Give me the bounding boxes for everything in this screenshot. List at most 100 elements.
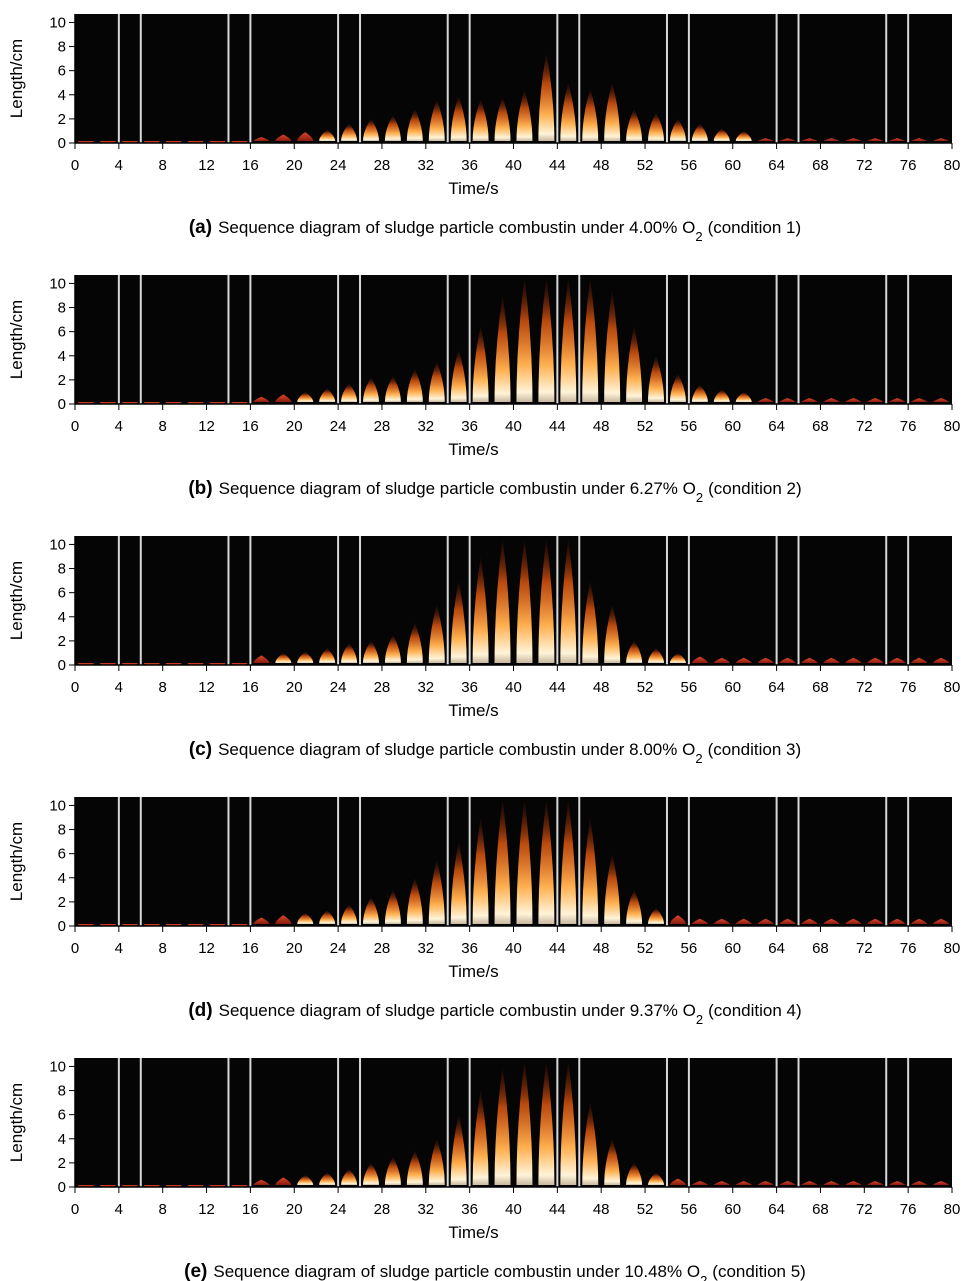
flame — [494, 799, 511, 924]
flame — [691, 918, 708, 924]
flame — [604, 289, 621, 402]
x-tick-label: 4 — [115, 157, 123, 174]
flame — [779, 657, 796, 663]
x-tick-label: 40 — [505, 418, 522, 435]
x-tick-label: 8 — [159, 940, 167, 957]
y-tick-label: 2 — [58, 111, 66, 128]
flame — [428, 361, 445, 402]
flame — [384, 634, 401, 663]
flame — [538, 277, 555, 402]
flame — [560, 1060, 577, 1185]
flame — [472, 1090, 489, 1185]
flame — [362, 118, 379, 141]
flame — [297, 1174, 314, 1185]
flame — [362, 1162, 379, 1185]
y-axis-label: Length/cm — [7, 300, 26, 379]
y-tick-label: 4 — [58, 870, 66, 887]
x-tick-label: 52 — [637, 940, 654, 957]
x-tick-label: 76 — [900, 679, 917, 696]
x-tick-label: 0 — [71, 679, 79, 696]
flame — [297, 651, 314, 663]
flame — [450, 1114, 467, 1185]
x-tick-label: 60 — [724, 1201, 741, 1218]
flame — [867, 1180, 884, 1185]
y-tick-label: 4 — [58, 609, 66, 626]
flame — [494, 97, 511, 141]
flame — [297, 132, 314, 141]
flame — [384, 376, 401, 402]
flame — [626, 325, 643, 402]
y-tick-label: 0 — [58, 657, 66, 674]
flame — [275, 915, 292, 924]
flame — [889, 1180, 906, 1185]
x-tick-label: 16 — [242, 940, 259, 957]
flame — [867, 138, 884, 141]
flame — [319, 388, 336, 402]
x-tick-label: 64 — [768, 157, 785, 174]
flame — [933, 397, 950, 402]
plot-background — [75, 275, 952, 404]
flame — [406, 877, 423, 924]
x-tick-label: 68 — [812, 157, 829, 174]
flame — [867, 657, 884, 663]
x-tick-label: 32 — [417, 418, 434, 435]
x-tick-label: 28 — [374, 1201, 391, 1218]
x-tick-label: 20 — [286, 157, 303, 174]
flame — [406, 1150, 423, 1185]
caption-subscript: 2 — [696, 490, 703, 505]
x-tick-label: 72 — [856, 157, 873, 174]
panel: 0 4 8 12 16 20 24 28 32 36 40 44 48 52 56 60 64 68 72 76 800… — [7, 14, 960, 244]
panel: 0 4 8 12 16 20 24 28 32 36 40 44 48 52 56 60 64 68 72 76 800… — [7, 536, 960, 766]
flame — [801, 918, 818, 924]
caption: (b) Sequence diagram of sludge particle c… — [188, 478, 801, 505]
y-axis-label: Length/cm — [7, 1083, 26, 1162]
flame — [823, 397, 840, 402]
x-tick-label: 0 — [71, 157, 79, 174]
x-tick-label: 60 — [724, 157, 741, 174]
x-tick-label: 0 — [71, 418, 79, 435]
x-tick-label: 0 — [71, 940, 79, 957]
y-tick-label: 8 — [58, 561, 66, 578]
y-tick-label: 4 — [58, 1131, 66, 1148]
flame — [538, 799, 555, 924]
x-tick-label: 8 — [159, 1201, 167, 1218]
flame — [779, 397, 796, 402]
x-tick-label: 40 — [505, 1201, 522, 1218]
flame — [889, 657, 906, 663]
flame — [384, 889, 401, 924]
x-tick-label: 28 — [374, 940, 391, 957]
x-tick-label: 4 — [115, 1201, 123, 1218]
flame — [560, 82, 577, 141]
caption-suffix: (condition 5) — [712, 1262, 806, 1281]
x-tick-label: 52 — [637, 1201, 654, 1218]
y-tick-label: 8 — [58, 300, 66, 317]
x-tick-label: 68 — [812, 679, 829, 696]
y-tick-label: 6 — [58, 63, 66, 80]
x-tick-label: 32 — [417, 940, 434, 957]
y-axis-label: Length/cm — [7, 39, 26, 118]
flame — [253, 1179, 270, 1185]
flame — [713, 128, 730, 141]
x-tick-label: 24 — [330, 679, 347, 696]
x-tick-label: 72 — [856, 940, 873, 957]
y-tick-label: 2 — [58, 633, 66, 650]
flame — [845, 138, 862, 141]
flame — [472, 817, 489, 924]
y-tick-label: 0 — [58, 918, 66, 935]
y-tick-label: 8 — [58, 822, 66, 839]
flame — [253, 917, 270, 924]
flame — [779, 1180, 796, 1185]
flame — [933, 657, 950, 663]
flame — [669, 915, 686, 924]
x-tick-label: 12 — [198, 157, 215, 174]
x-tick-label: 32 — [417, 1201, 434, 1218]
flame — [341, 123, 358, 141]
flame — [516, 799, 533, 924]
x-tick-label: 32 — [417, 157, 434, 174]
x-tick-label: 76 — [900, 157, 917, 174]
flame — [472, 556, 489, 663]
flame — [669, 652, 686, 663]
y-axis-label: Length/cm — [7, 822, 26, 901]
y-tick-label: 6 — [58, 1107, 66, 1124]
x-tick-label: 8 — [159, 157, 167, 174]
